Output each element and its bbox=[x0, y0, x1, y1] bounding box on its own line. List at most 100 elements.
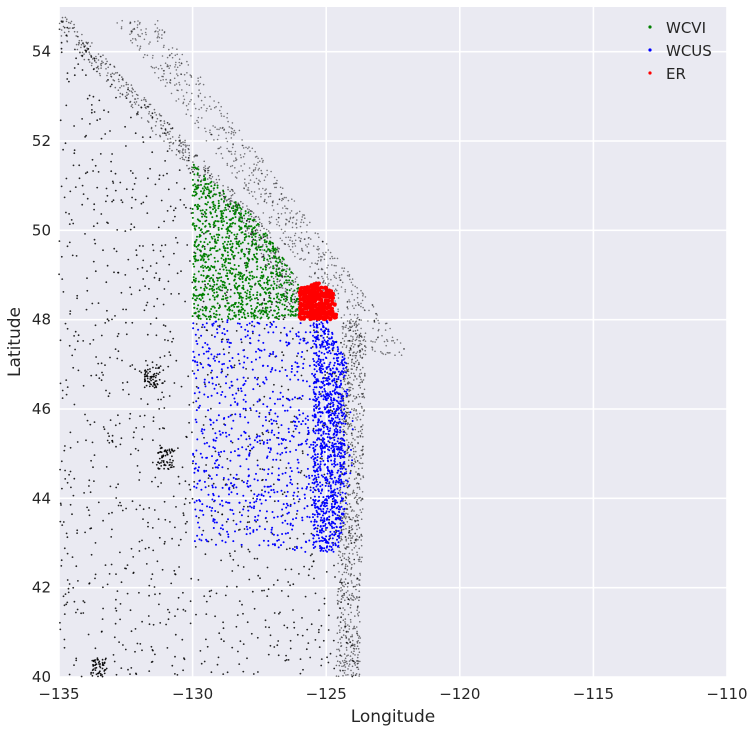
background-point bbox=[231, 441, 234, 444]
series-point-wcvi bbox=[228, 309, 231, 312]
series-point-wcvi bbox=[197, 294, 200, 297]
series-point-wcvi bbox=[203, 248, 206, 250]
background-point bbox=[350, 335, 352, 337]
background-point bbox=[122, 388, 124, 391]
background-point bbox=[359, 373, 361, 375]
background-point bbox=[152, 420, 155, 422]
background-point bbox=[283, 624, 286, 627]
background-point bbox=[358, 384, 361, 387]
series-point-wcvi bbox=[205, 216, 208, 219]
background-point bbox=[303, 214, 306, 216]
series-point-wcvi bbox=[237, 273, 240, 276]
background-point bbox=[294, 295, 297, 298]
series-point-wcvi bbox=[252, 227, 255, 229]
background-point bbox=[130, 39, 132, 42]
background-point bbox=[266, 595, 269, 597]
background-point bbox=[312, 560, 315, 563]
series-point-wcus bbox=[258, 439, 261, 442]
series-point-wcvi bbox=[290, 305, 293, 308]
background-point bbox=[120, 26, 123, 28]
background-point bbox=[221, 157, 224, 159]
background-point bbox=[267, 196, 270, 198]
background-point bbox=[198, 337, 200, 339]
series-point-wcvi bbox=[204, 183, 207, 185]
background-point bbox=[169, 452, 172, 454]
series-point-wcvi bbox=[275, 268, 278, 271]
background-point bbox=[334, 294, 337, 297]
series-point-wcus bbox=[244, 328, 247, 331]
series-point-wcvi bbox=[233, 292, 236, 295]
series-point-wcvi bbox=[263, 241, 266, 244]
background-point bbox=[155, 463, 158, 466]
background-point bbox=[210, 177, 212, 180]
series-point-wcvi bbox=[216, 249, 219, 252]
background-point bbox=[194, 122, 196, 125]
background-point bbox=[356, 528, 358, 531]
series-point-wcvi bbox=[196, 184, 199, 187]
series-point-wcvi bbox=[276, 301, 279, 304]
series-point-wcvi bbox=[209, 316, 212, 318]
background-point bbox=[195, 154, 197, 156]
background-point bbox=[356, 359, 359, 362]
background-point bbox=[120, 199, 123, 202]
background-point bbox=[350, 604, 352, 606]
series-point-wcus bbox=[333, 493, 336, 496]
background-point bbox=[178, 134, 181, 137]
background-point bbox=[398, 351, 401, 354]
series-point-wcvi bbox=[238, 204, 241, 207]
series-point-wcvi bbox=[208, 241, 211, 244]
series-point-wcvi bbox=[227, 277, 230, 280]
background-point bbox=[135, 93, 138, 96]
background-point bbox=[343, 380, 346, 382]
series-point-wcvi bbox=[194, 193, 197, 196]
background-point bbox=[161, 447, 163, 449]
background-point bbox=[209, 595, 212, 598]
background-point bbox=[358, 349, 361, 352]
series-point-wcus bbox=[337, 370, 340, 373]
background-point bbox=[289, 584, 291, 587]
background-point bbox=[77, 35, 79, 38]
background-point bbox=[90, 64, 93, 67]
background-point bbox=[347, 654, 349, 656]
background-point bbox=[73, 26, 76, 29]
background-point bbox=[243, 528, 246, 530]
background-point bbox=[347, 546, 350, 548]
background-point bbox=[221, 338, 224, 340]
background-point bbox=[68, 213, 70, 215]
background-point bbox=[391, 336, 394, 339]
background-point bbox=[178, 58, 181, 60]
background-point bbox=[358, 323, 360, 325]
series-point-wcvi bbox=[241, 231, 244, 234]
background-point bbox=[83, 601, 86, 604]
background-point bbox=[358, 488, 361, 490]
background-point bbox=[231, 122, 234, 124]
series-point-wcus bbox=[322, 394, 325, 397]
series-point-wcus bbox=[204, 342, 207, 344]
background-point bbox=[301, 634, 304, 637]
series-point-wcus bbox=[232, 540, 235, 543]
background-point bbox=[96, 186, 99, 189]
series-point-wcvi bbox=[201, 215, 204, 218]
background-point bbox=[357, 654, 359, 656]
background-point bbox=[153, 276, 156, 279]
background-point bbox=[345, 637, 348, 639]
series-point-wcvi bbox=[236, 208, 239, 211]
background-point bbox=[87, 48, 90, 50]
series-point-wcvi bbox=[262, 268, 264, 271]
series-point-wcvi bbox=[239, 310, 242, 313]
background-point bbox=[290, 421, 292, 423]
series-point-wcvi bbox=[255, 276, 258, 279]
background-point bbox=[161, 460, 163, 462]
series-point-wcvi bbox=[245, 222, 248, 225]
background-point bbox=[143, 309, 146, 312]
background-point bbox=[351, 582, 353, 584]
background-point bbox=[356, 351, 359, 353]
background-point bbox=[261, 432, 264, 434]
background-point bbox=[226, 671, 229, 674]
background-point bbox=[197, 94, 200, 97]
background-point bbox=[183, 204, 186, 206]
background-point bbox=[243, 182, 246, 184]
background-point bbox=[88, 51, 90, 53]
background-point bbox=[289, 273, 291, 276]
background-point bbox=[78, 177, 81, 180]
